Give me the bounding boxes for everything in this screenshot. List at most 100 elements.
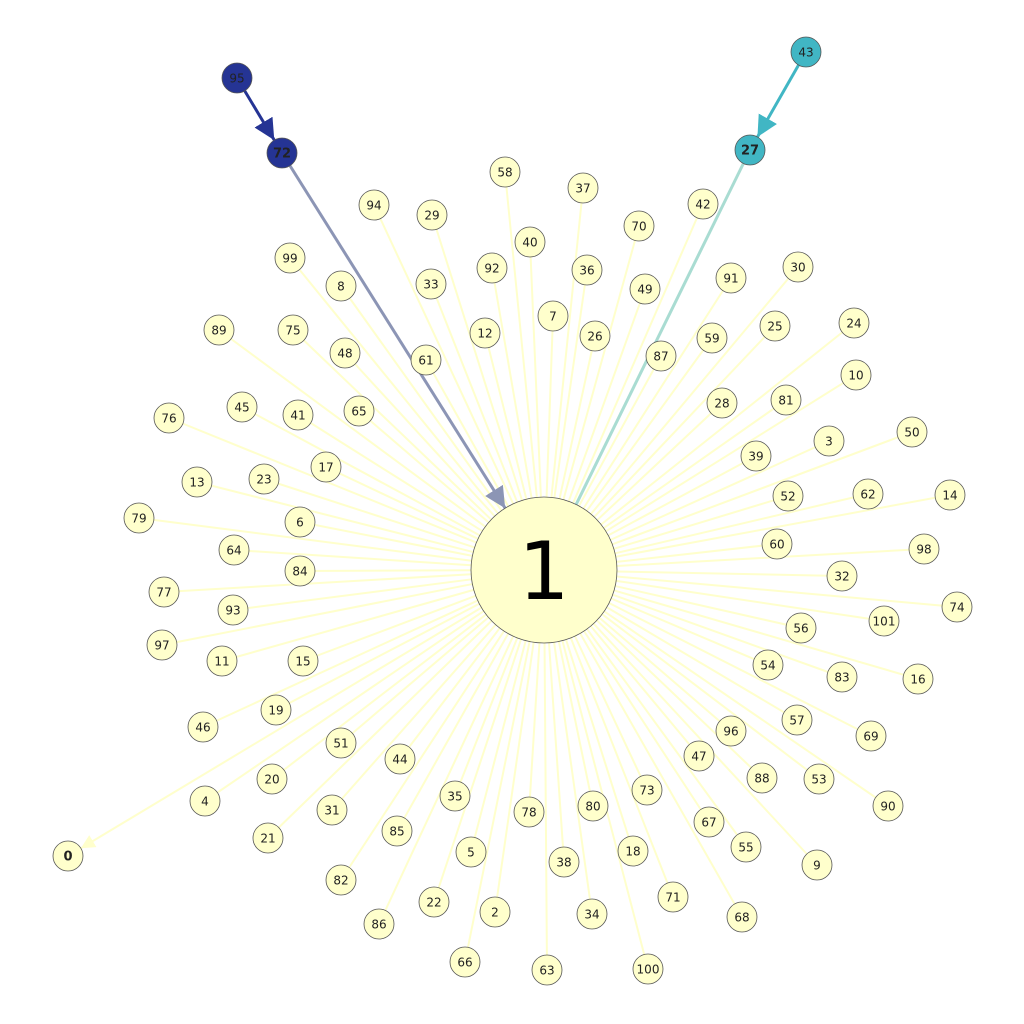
node-33: 33 bbox=[415, 268, 447, 300]
node-circle bbox=[284, 555, 316, 587]
node-circle bbox=[455, 836, 487, 868]
node-label: 25 bbox=[767, 320, 782, 334]
node-27: 27 bbox=[734, 134, 766, 166]
edge-12-to-1 bbox=[484, 332, 528, 500]
node-61: 61 bbox=[410, 344, 442, 376]
node-circle bbox=[579, 320, 611, 352]
node-circle bbox=[310, 451, 342, 483]
edge-37-to-1 bbox=[550, 187, 584, 498]
edge-6-to-1 bbox=[299, 521, 473, 557]
node-44: 44 bbox=[384, 743, 416, 775]
node-label: 57 bbox=[789, 714, 804, 728]
node-46: 46 bbox=[187, 711, 219, 743]
edge-49-to-1 bbox=[567, 288, 646, 502]
node-68: 68 bbox=[726, 901, 758, 933]
node-54: 54 bbox=[752, 649, 784, 681]
node-71: 71 bbox=[657, 881, 689, 913]
edge-35-to-1 bbox=[454, 637, 519, 797]
node-label: 40 bbox=[522, 236, 537, 250]
node-label: 41 bbox=[290, 409, 305, 423]
node-80: 80 bbox=[577, 790, 609, 822]
node-76: 76 bbox=[153, 402, 185, 434]
node-label: 26 bbox=[587, 330, 602, 344]
edge-48-to-1 bbox=[344, 352, 496, 517]
edge-layer bbox=[80, 51, 958, 971]
node-28: 28 bbox=[706, 387, 738, 419]
edge-89-to-1 bbox=[218, 329, 486, 528]
node-label: 48 bbox=[337, 347, 352, 361]
node-circle bbox=[123, 502, 155, 534]
edge-31-to-1 bbox=[331, 624, 497, 811]
node-circle bbox=[696, 322, 728, 354]
node-35: 35 bbox=[439, 780, 471, 812]
edge-56-to-1 bbox=[614, 585, 802, 629]
node-circle bbox=[206, 645, 238, 677]
node-9: 9 bbox=[801, 849, 833, 881]
node-79: 79 bbox=[123, 502, 155, 534]
node-circle bbox=[252, 822, 284, 854]
node-circle bbox=[872, 790, 904, 822]
edge-5-to-1 bbox=[470, 640, 527, 853]
edge-42-to-1 bbox=[572, 203, 704, 504]
edge-61-to-1 bbox=[425, 359, 510, 507]
node-label: 93 bbox=[225, 604, 240, 618]
node-label: 0 bbox=[63, 850, 72, 865]
node-circle bbox=[284, 506, 316, 538]
edge-1-to-0 bbox=[80, 569, 545, 850]
edge-17-to-1 bbox=[325, 466, 479, 540]
node-47: 47 bbox=[683, 740, 715, 772]
node-label: 83 bbox=[834, 671, 849, 685]
node-label: 11 bbox=[214, 655, 229, 669]
node-circle bbox=[803, 763, 835, 795]
node-label: 19 bbox=[268, 704, 283, 718]
node-label: 33 bbox=[423, 278, 438, 292]
edge-3-to-1 bbox=[610, 440, 830, 541]
node-circle bbox=[826, 661, 858, 693]
node-label: 70 bbox=[631, 220, 646, 234]
edge-69-to-1 bbox=[608, 602, 872, 737]
node-circle bbox=[531, 954, 563, 986]
node-53: 53 bbox=[803, 763, 835, 795]
edge-45-to-1 bbox=[241, 406, 481, 537]
node-90: 90 bbox=[872, 790, 904, 822]
node-circle bbox=[706, 387, 738, 419]
edge-50-to-1 bbox=[612, 431, 913, 546]
node-label: 60 bbox=[769, 538, 784, 552]
node-circle bbox=[632, 953, 664, 985]
node-circle bbox=[761, 528, 793, 560]
edge-15-to-1 bbox=[302, 594, 477, 662]
edge-8-to-1 bbox=[340, 285, 503, 512]
node-circle bbox=[852, 478, 884, 510]
node-circle bbox=[363, 908, 395, 940]
node-circle bbox=[746, 762, 778, 794]
edge-67-to-1 bbox=[583, 630, 710, 823]
node-label: 12 bbox=[477, 327, 492, 341]
node-circle bbox=[838, 307, 870, 339]
edge-65-to-1 bbox=[358, 410, 490, 524]
node-label: 7 bbox=[549, 310, 557, 324]
node-circle bbox=[469, 317, 501, 349]
node-circle bbox=[325, 864, 357, 896]
node-circle bbox=[489, 156, 521, 188]
node-circle bbox=[715, 715, 747, 747]
node-circle bbox=[855, 720, 887, 752]
node-label: 4 bbox=[201, 795, 209, 809]
node-circle bbox=[189, 785, 221, 817]
node-circle bbox=[256, 763, 288, 795]
node-100: 100 bbox=[632, 953, 664, 985]
node-4: 4 bbox=[189, 785, 221, 817]
node-circle bbox=[410, 344, 442, 376]
node-66: 66 bbox=[449, 946, 481, 978]
node-label: 15 bbox=[295, 655, 310, 669]
node-label: 61 bbox=[418, 354, 433, 368]
node-circle bbox=[146, 629, 178, 661]
node-circle bbox=[52, 840, 84, 872]
node-label: 88 bbox=[754, 772, 769, 786]
node-circle bbox=[513, 796, 545, 828]
node-circle bbox=[537, 300, 569, 332]
edge-87-to-1 bbox=[578, 355, 662, 507]
node-circle bbox=[826, 560, 858, 592]
node-label: 53 bbox=[811, 773, 826, 787]
node-label: 84 bbox=[292, 565, 307, 579]
